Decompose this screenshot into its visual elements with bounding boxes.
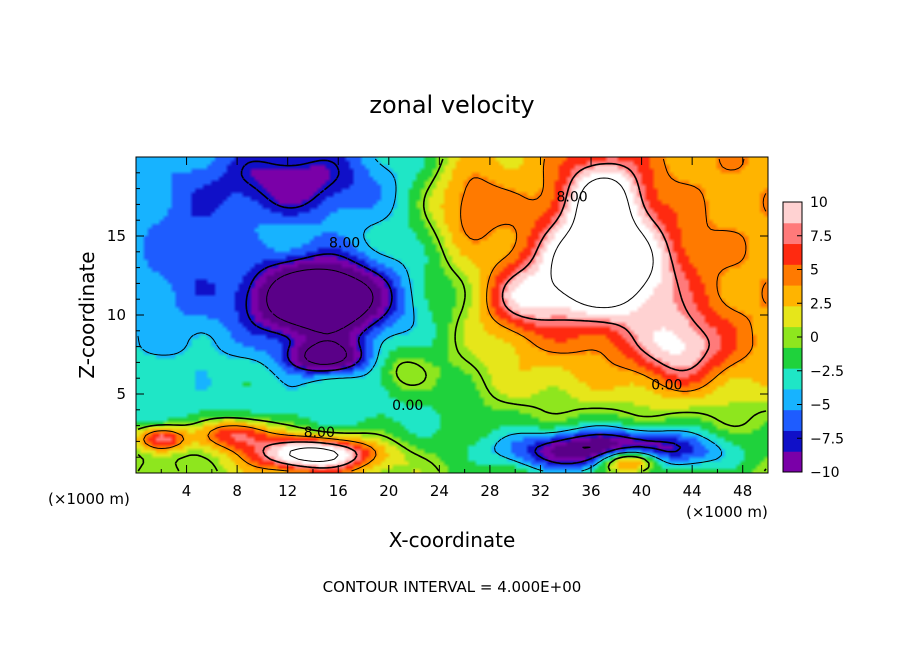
contour-label: 0.00 xyxy=(651,378,682,394)
x-unit-left: (×1000 m) xyxy=(48,490,130,508)
x-axis-label: X-coordinate xyxy=(389,528,516,552)
contour-level-m8 xyxy=(240,159,682,465)
colorbar-swatch xyxy=(783,409,802,431)
colorbar-tick-label: −10 xyxy=(810,465,840,481)
x-tick-label: 36 xyxy=(581,482,600,500)
contour-level-8 xyxy=(262,162,711,469)
contour-level-m4 xyxy=(137,158,723,472)
colorbar-swatch xyxy=(783,368,802,390)
colorbar-swatch xyxy=(783,222,802,245)
contour-interval-footer: CONTOUR INTERVAL = 4.000E+00 xyxy=(323,578,582,596)
contour-label: 8.00 xyxy=(556,190,587,206)
heatmap-field xyxy=(136,157,768,473)
colorbar-swatch xyxy=(783,285,802,307)
colorbar-tick-label: 7.5 xyxy=(810,229,832,245)
y-axis-label: Z-coordinate xyxy=(75,251,99,378)
colorbar-tick-label: −5 xyxy=(810,398,831,414)
colorbar-swatch xyxy=(783,326,802,348)
contour-lines xyxy=(137,158,767,472)
x-tick-label: 4 xyxy=(182,482,192,500)
contour-labels: 8.00 0.00 0.00 8.00 8.00 xyxy=(304,190,683,441)
contour-level-12 xyxy=(289,177,654,462)
x-tick-label: 20 xyxy=(379,482,398,500)
x-tick-label: 32 xyxy=(531,482,550,500)
x-tick-label: 8 xyxy=(232,482,242,500)
x-tick-label: 16 xyxy=(329,482,348,500)
y-tick-label: 5 xyxy=(116,385,126,403)
heatmap-image xyxy=(136,157,768,473)
colorbar: 10 7.5 5 2.5 0 −2.5 −5 −7.5 −10 xyxy=(782,195,844,481)
chart-title: zonal velocity xyxy=(369,91,534,119)
contour-level-4 xyxy=(143,158,767,472)
colorbar-tick-label: 10 xyxy=(810,195,828,211)
colorbar-swatch xyxy=(783,305,802,328)
colorbar-tick-label: −7.5 xyxy=(810,431,844,447)
x-tick-label: 48 xyxy=(733,482,752,500)
colorbar-swatch xyxy=(783,243,802,265)
colorbar-tick-label: 5 xyxy=(810,263,819,279)
colorbar-swatch xyxy=(783,202,802,224)
y-axis-ticks: 5 10 15 xyxy=(107,172,768,458)
colorbar-tick-label: 0 xyxy=(810,330,819,346)
colorbar-swatch xyxy=(783,451,802,473)
x-tick-label: 40 xyxy=(632,482,651,500)
y-tick-label: 10 xyxy=(107,306,126,324)
y-tick-label: 15 xyxy=(107,227,126,245)
x-tick-label: 44 xyxy=(683,482,702,500)
x-tick-label: 24 xyxy=(430,482,449,500)
x-tick-label: 28 xyxy=(480,482,499,500)
colorbar-tick-label: 2.5 xyxy=(810,296,832,312)
contour-label: 8.00 xyxy=(329,235,360,251)
colorbar-tick-label: −2.5 xyxy=(810,364,844,380)
colorbar-swatch xyxy=(783,388,802,411)
colorbar-swatch xyxy=(783,264,802,286)
x-tick-label: 12 xyxy=(278,482,297,500)
colorbar-swatch xyxy=(783,347,802,369)
contour-label: 0.00 xyxy=(392,398,423,414)
x-unit-right: (×1000 m) xyxy=(686,503,768,521)
x-axis-ticks: 4 8 12 16 20 24 28 32 36 40 44 48 xyxy=(160,157,752,500)
contour-label: 8.00 xyxy=(304,425,335,441)
contour-level-m12 xyxy=(266,268,591,449)
contour-level-0 xyxy=(137,158,767,472)
colorbar-swatch xyxy=(783,430,802,452)
